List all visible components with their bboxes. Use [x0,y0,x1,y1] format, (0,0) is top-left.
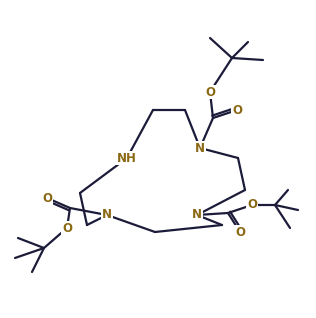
Text: O: O [232,103,242,116]
Text: O: O [42,191,52,204]
Text: O: O [62,222,72,234]
Text: N: N [195,142,205,155]
Text: N: N [102,209,112,222]
Text: N: N [192,209,202,222]
Text: O: O [247,198,257,211]
Text: NH: NH [117,151,137,164]
Text: O: O [205,86,215,99]
Text: O: O [235,225,245,238]
